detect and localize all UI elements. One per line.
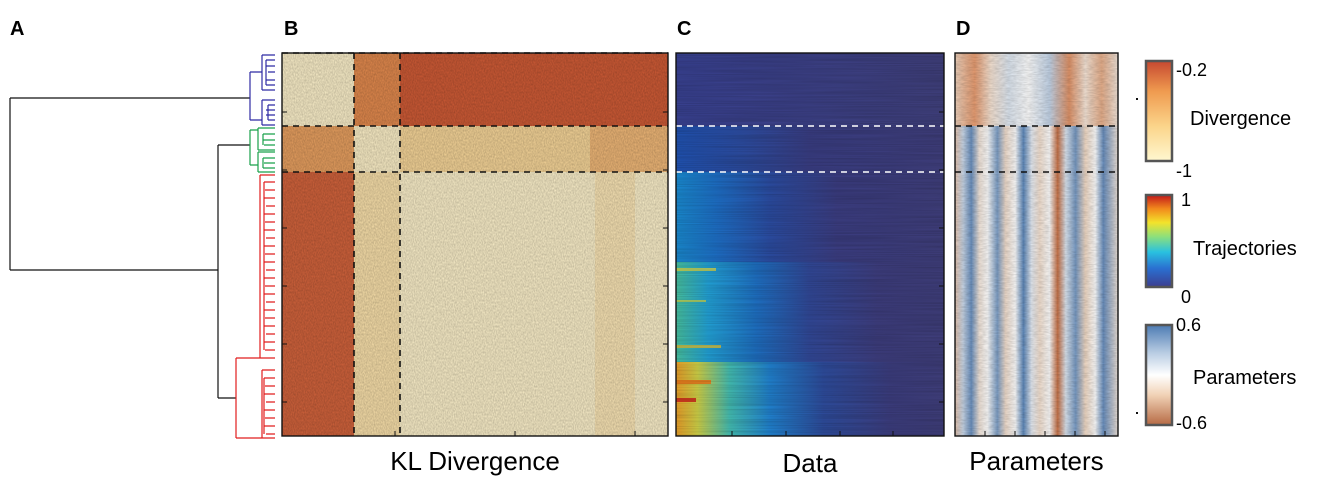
divergence-max-label: -0.2 xyxy=(1176,60,1208,80)
panel-letter-b: B xyxy=(284,18,299,40)
colorbar-divergence xyxy=(1136,59,1174,163)
trajectories-colorbar-label: Trajectories xyxy=(1193,238,1297,260)
dendrogram-lower-branch xyxy=(217,144,250,399)
parameters-min-label: -0.6 xyxy=(1176,413,1208,433)
dendrogram-cluster-red xyxy=(235,174,275,439)
dendrogram-root xyxy=(9,97,250,271)
colorbar-trajectories xyxy=(1144,193,1174,289)
parameters-caption: Parameters xyxy=(969,446,1104,476)
parameters-colorbar-label: Parameters xyxy=(1193,367,1297,389)
dendrogram xyxy=(9,54,275,439)
dendrogram-cluster-blue xyxy=(249,54,275,126)
panel-letter-c: C xyxy=(677,18,692,40)
parameters-max-label: 0.6 xyxy=(1176,315,1202,335)
panel-letter-a: A xyxy=(10,18,25,40)
colorbar-parameters xyxy=(1136,323,1174,427)
dendrogram-cluster-green xyxy=(249,127,275,173)
data-trajectories-heatmap xyxy=(675,52,945,437)
divergence-colorbar-label: Divergence xyxy=(1190,108,1292,130)
data-caption: Data xyxy=(782,448,838,478)
kl-divergence-matrix xyxy=(281,52,669,437)
trajectories-max-label: 1 xyxy=(1181,190,1192,210)
divergence-min-label: -1 xyxy=(1176,161,1193,181)
parameters-heatmap xyxy=(954,52,1119,437)
panel-letter-d: D xyxy=(956,18,971,40)
trajectories-min-label: 0 xyxy=(1181,287,1192,307)
kl-divergence-caption: KL Divergence xyxy=(390,446,560,476)
